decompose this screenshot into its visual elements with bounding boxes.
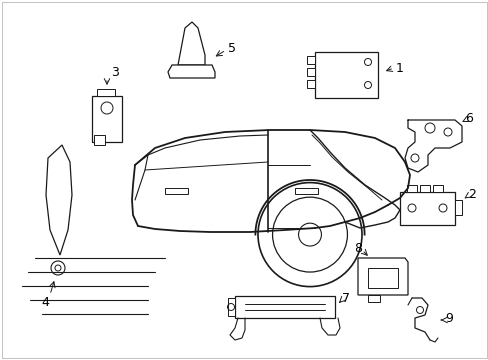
Polygon shape — [314, 52, 377, 98]
Text: 1: 1 — [395, 62, 403, 75]
Text: 9: 9 — [444, 311, 452, 324]
Text: 8: 8 — [353, 242, 361, 255]
Polygon shape — [94, 135, 105, 145]
Polygon shape — [419, 185, 429, 192]
Polygon shape — [97, 89, 115, 96]
Text: 7: 7 — [341, 292, 349, 305]
Polygon shape — [399, 192, 454, 225]
Polygon shape — [227, 298, 235, 316]
Polygon shape — [454, 200, 461, 215]
Polygon shape — [235, 296, 334, 318]
Text: 5: 5 — [227, 41, 236, 54]
Polygon shape — [306, 56, 314, 64]
Text: 6: 6 — [464, 112, 472, 125]
Polygon shape — [367, 295, 379, 302]
Polygon shape — [357, 258, 407, 295]
Text: 2: 2 — [467, 189, 475, 202]
Polygon shape — [92, 96, 122, 142]
Polygon shape — [168, 65, 215, 78]
Text: 3: 3 — [111, 66, 119, 78]
Text: 4: 4 — [41, 296, 49, 309]
Polygon shape — [432, 185, 442, 192]
Polygon shape — [306, 80, 314, 88]
Polygon shape — [306, 68, 314, 76]
Polygon shape — [406, 185, 416, 192]
